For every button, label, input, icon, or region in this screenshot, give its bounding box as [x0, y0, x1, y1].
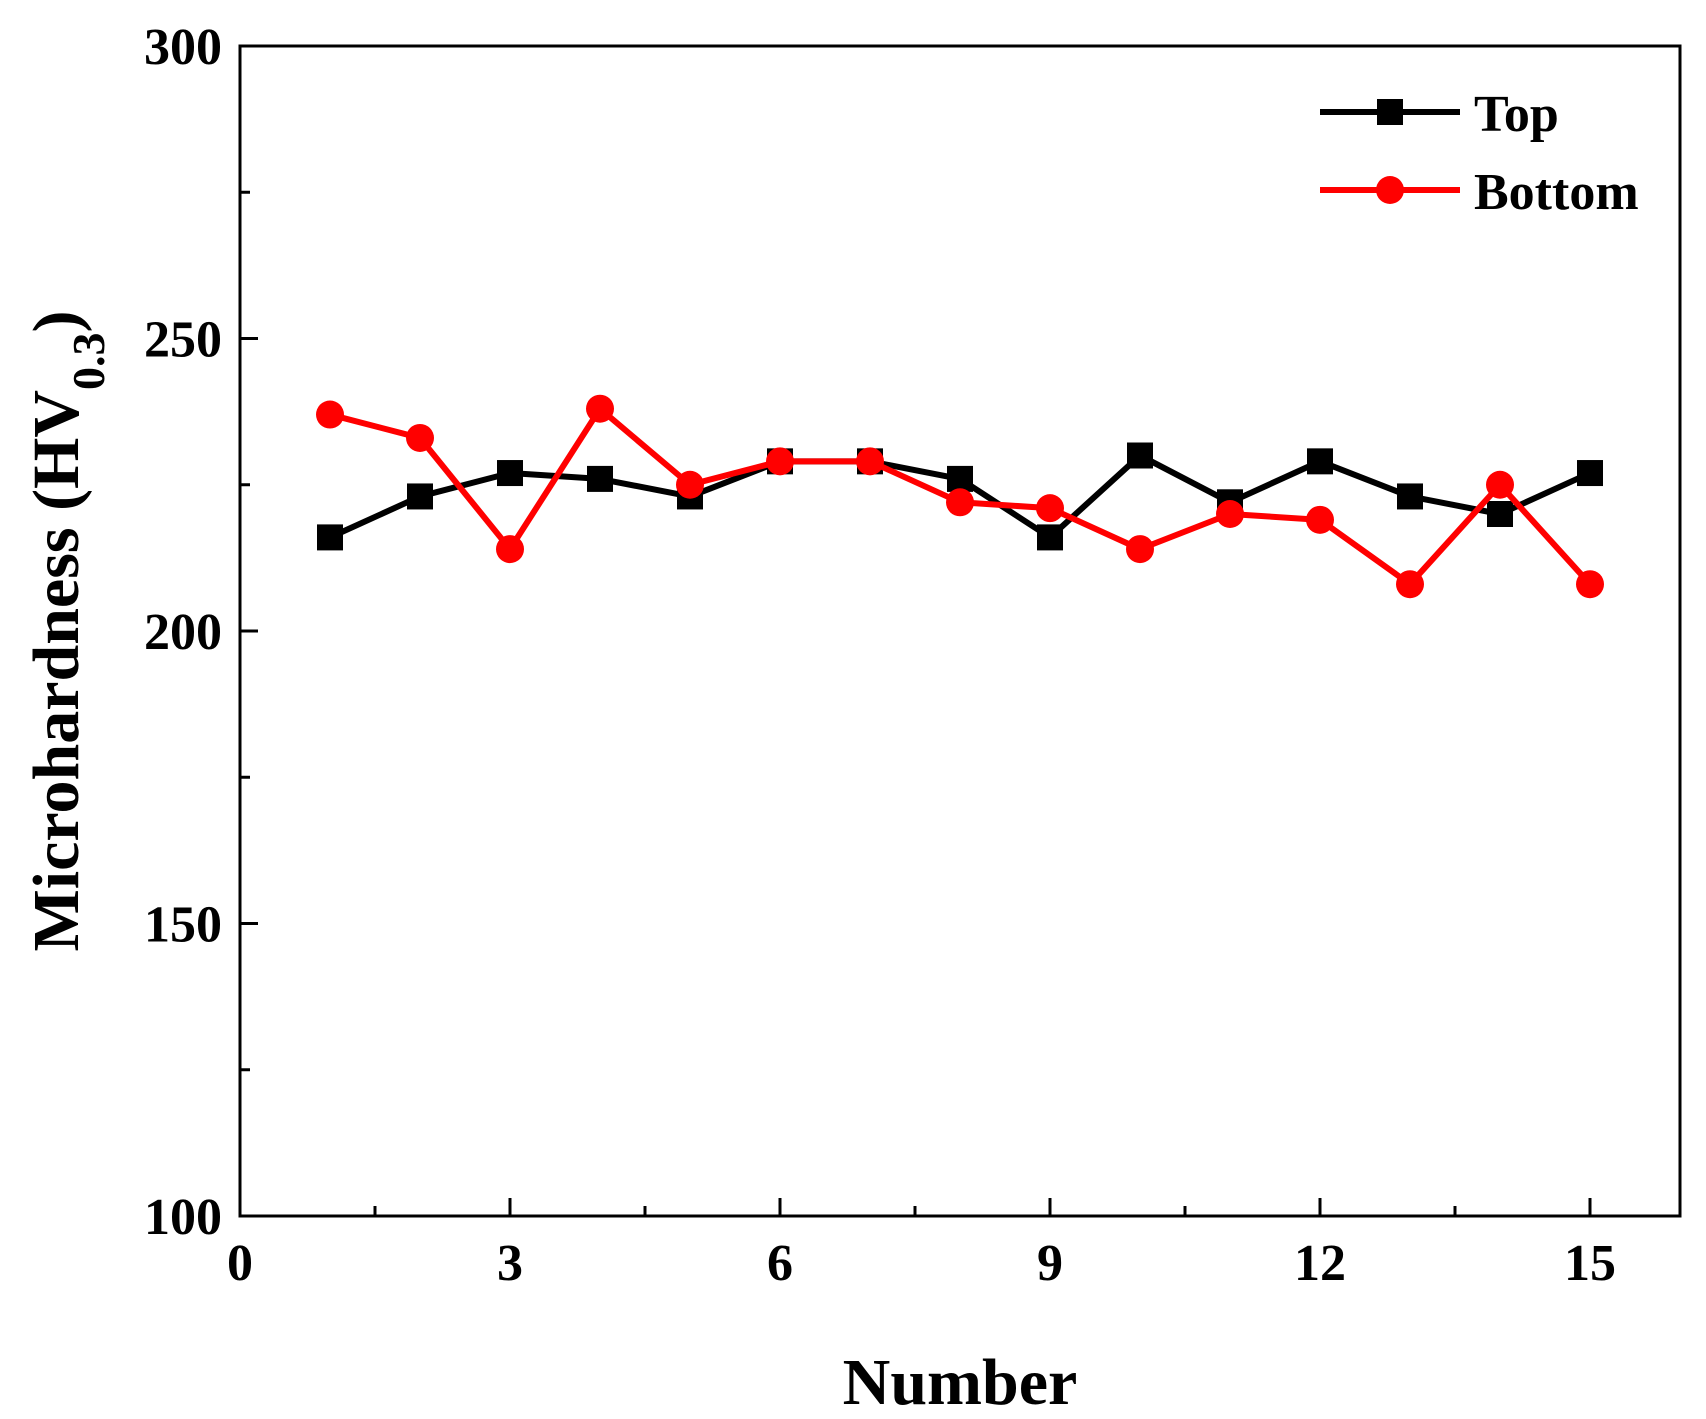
data-point-bottom [1396, 570, 1424, 599]
legend-item-top: Top [1320, 86, 1559, 143]
y-tick-label: 100 [144, 1189, 222, 1246]
x-axis-title: Number [843, 1346, 1078, 1419]
x-tick-label: 0 [227, 1235, 253, 1292]
legend-marker-bottom [1376, 176, 1404, 204]
x-tick-label: 3 [497, 1235, 523, 1292]
y-tick-label: 200 [144, 604, 222, 661]
data-point-bottom [766, 447, 794, 476]
legend: Top Bottom [1320, 86, 1639, 221]
data-point-top [497, 460, 523, 487]
data-point-top [1127, 442, 1153, 469]
legend-label-top: Top [1474, 86, 1559, 143]
data-point-top [317, 524, 343, 551]
data-point-top [1037, 524, 1063, 551]
data-point-bottom [1486, 470, 1514, 499]
data-point-bottom [1036, 494, 1064, 523]
x-axis-ticks: 0 3 6 9 12 15 [227, 1198, 1616, 1292]
data-point-bottom [946, 488, 974, 517]
x-tick-label: 9 [1037, 1235, 1063, 1292]
data-point-bottom [1576, 570, 1604, 599]
data-point-bottom [676, 470, 704, 499]
legend-item-bottom: Bottom [1320, 164, 1639, 221]
x-tick-label: 12 [1294, 1235, 1346, 1292]
data-point-top [1307, 448, 1333, 475]
series-top [317, 442, 1603, 551]
series-bottom [316, 394, 1604, 599]
data-point-top [587, 465, 613, 492]
series-layer [316, 394, 1604, 599]
legend-marker-top [1377, 99, 1403, 125]
data-point-bottom [316, 400, 344, 429]
data-point-bottom [1126, 535, 1154, 564]
x-tick-label: 15 [1564, 1235, 1616, 1292]
data-point-top [407, 483, 433, 510]
legend-label-bottom: Bottom [1474, 164, 1639, 221]
x-tick-label: 6 [767, 1235, 793, 1292]
data-point-bottom [1306, 505, 1334, 534]
data-point-top [947, 465, 973, 492]
y-tick-label: 300 [144, 19, 222, 76]
y-tick-label: 150 [144, 897, 222, 954]
y-axis-title-subscript: 0.3 [63, 332, 114, 390]
data-point-top [1487, 501, 1513, 527]
data-point-bottom [856, 447, 884, 476]
data-point-bottom [406, 423, 434, 452]
data-point-top [1397, 483, 1423, 510]
data-point-bottom [586, 394, 614, 423]
data-point-top [1577, 460, 1603, 487]
data-point-bottom [1216, 500, 1244, 528]
data-point-bottom [496, 535, 524, 564]
y-axis-title: Microhardness (HV0.3) [20, 310, 114, 951]
y-tick-label: 250 [144, 312, 222, 369]
plot-area [238, 44, 1682, 1218]
y-axis-ticks: 100 150 200 250 300 [144, 19, 258, 1246]
